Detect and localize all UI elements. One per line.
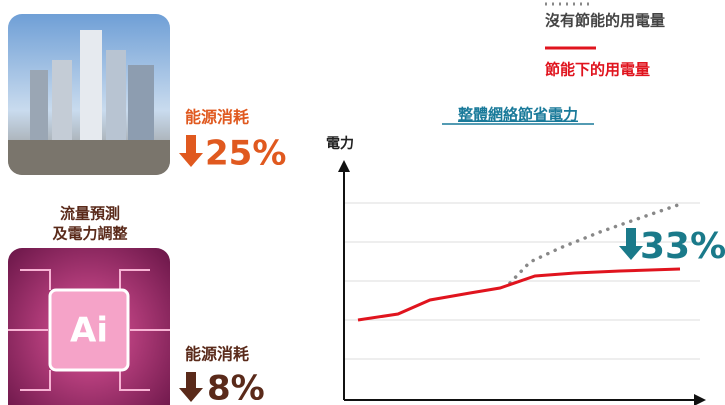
legend-label: 節能下的用電量	[545, 61, 650, 79]
down-arrow	[179, 135, 203, 167]
saving-line	[358, 269, 680, 320]
axis-arrow	[338, 160, 350, 172]
down-arrow	[179, 372, 203, 402]
caption: 流量預測	[60, 205, 120, 223]
label: 能源消耗	[185, 108, 249, 127]
infographic: 能源消耗 25% 流量預測 及電力調整 Ai 能源消耗 8% 沒有節能的用電量 …	[0, 0, 725, 405]
axis-label: 電力	[326, 135, 354, 152]
saving-value: 33%	[640, 226, 725, 267]
page: 能源消耗 25% 流量預測 及電力調整 Ai 能源消耗 8% 沒有節能的用電量 …	[0, 0, 725, 405]
value: 25%	[205, 134, 286, 174]
caption: 及電力調整	[52, 225, 127, 243]
legend-label: 沒有節能的用電量	[545, 12, 665, 30]
axis-arrow	[694, 394, 706, 405]
label: 能源消耗	[185, 345, 249, 364]
chip-text: Ai	[70, 311, 108, 351]
chart-title: 整體網絡節省電力	[458, 106, 578, 124]
value: 8%	[207, 369, 265, 405]
building-image	[8, 14, 170, 180]
